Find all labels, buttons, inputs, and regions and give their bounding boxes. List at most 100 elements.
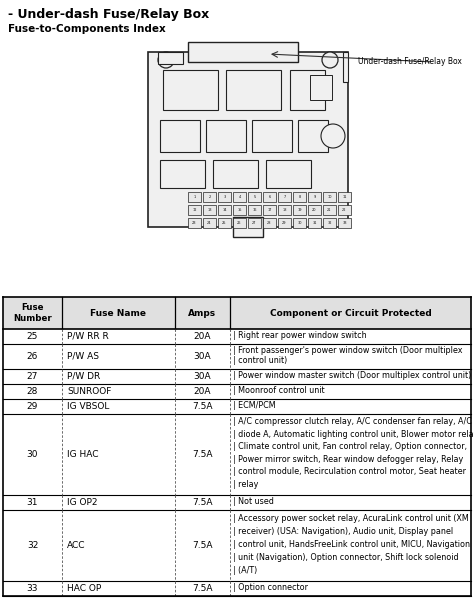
Bar [163, 70, 218, 110]
Text: | Power window master switch (Door multiplex control unit): | Power window master switch (Door multi… [233, 371, 471, 380]
Bar [203, 205, 216, 215]
Text: Component or Circuit Protected: Component or Circuit Protected [270, 309, 431, 318]
Bar [213, 160, 258, 188]
Text: Fuse
Number: Fuse Number [13, 303, 52, 323]
Text: 30: 30 [297, 221, 302, 225]
Bar [203, 192, 216, 202]
Text: IG VBSOL: IG VBSOL [67, 402, 109, 411]
Bar [263, 205, 276, 215]
Text: 7.5A: 7.5A [192, 541, 213, 550]
Text: | Accessory power socket relay, AcuraLink control unit (XM: | Accessory power socket relay, AcuraLin… [233, 514, 469, 523]
Bar [148, 52, 348, 227]
Text: 11: 11 [342, 195, 347, 199]
Bar [293, 218, 306, 228]
Text: P/W AS: P/W AS [67, 352, 99, 361]
Text: P/W DR: P/W DR [67, 372, 100, 381]
Text: 21: 21 [327, 208, 332, 212]
Text: 2: 2 [209, 195, 210, 199]
Bar [3, 297, 471, 329]
Text: | control unit, HandsFreeLink control unit, MICU, Navigation: | control unit, HandsFreeLink control un… [233, 540, 470, 549]
Bar [248, 205, 261, 215]
Text: 6: 6 [268, 195, 271, 199]
Bar [290, 70, 325, 110]
Text: Amps: Amps [189, 309, 217, 318]
Text: | receiver) (USA: Navigation), Audio unit, Display panel: | receiver) (USA: Navigation), Audio uni… [233, 527, 453, 536]
Text: 14: 14 [222, 208, 227, 212]
Text: 12: 12 [192, 208, 197, 212]
Text: - Under-dash Fuse/Relay Box: - Under-dash Fuse/Relay Box [8, 8, 209, 21]
Bar [203, 218, 216, 228]
Text: 27: 27 [252, 221, 257, 225]
Bar [188, 192, 201, 202]
Text: | (A/T): | (A/T) [233, 566, 257, 575]
Text: 7: 7 [283, 195, 286, 199]
Text: Fuse Name: Fuse Name [91, 309, 146, 318]
Text: 31: 31 [312, 221, 317, 225]
Text: 32: 32 [327, 221, 332, 225]
Bar [323, 218, 336, 228]
Text: 30A: 30A [194, 372, 211, 381]
Bar [160, 160, 205, 188]
Text: | control module, Recirculation control motor, Seat heater: | control module, Recirculation control … [233, 468, 466, 477]
Bar [298, 120, 328, 152]
Bar [248, 192, 261, 202]
Text: 7.5A: 7.5A [192, 402, 213, 411]
Text: 17: 17 [267, 208, 272, 212]
Text: | Climate control unit, Fan control relay, Option connector,: | Climate control unit, Fan control rela… [233, 443, 467, 451]
Text: 8: 8 [298, 195, 301, 199]
Text: 24: 24 [207, 221, 212, 225]
Text: 25: 25 [222, 221, 227, 225]
Bar [308, 192, 321, 202]
Text: 30: 30 [27, 450, 38, 459]
Bar [338, 218, 351, 228]
Bar [206, 120, 246, 152]
Circle shape [322, 52, 338, 68]
Text: 28: 28 [267, 221, 272, 225]
Text: IG OP2: IG OP2 [67, 498, 98, 507]
Text: 20A: 20A [194, 387, 211, 396]
Bar [233, 205, 246, 215]
Text: | Power mirror switch, Rear window defogger relay, Relay: | Power mirror switch, Rear window defog… [233, 455, 463, 464]
Text: 32: 32 [27, 541, 38, 550]
Bar [158, 52, 183, 64]
Bar [263, 218, 276, 228]
Bar [188, 42, 298, 62]
Bar [233, 217, 263, 237]
Text: 31: 31 [27, 498, 38, 507]
Text: 3: 3 [223, 195, 226, 199]
Text: | A/C compressor clutch relay, A/C condenser fan relay, A/C: | A/C compressor clutch relay, A/C conde… [233, 417, 472, 426]
Text: 33: 33 [342, 221, 347, 225]
Text: 30A: 30A [194, 352, 211, 361]
Bar [233, 192, 246, 202]
Text: | unit (Navigation), Option connector, Shift lock solenoid: | unit (Navigation), Option connector, S… [233, 553, 459, 562]
Bar [310, 75, 332, 100]
Bar [233, 218, 246, 228]
Bar [218, 218, 231, 228]
Text: 7.5A: 7.5A [192, 450, 213, 459]
Text: | Option connector: | Option connector [233, 583, 308, 592]
Bar [293, 205, 306, 215]
Text: 28: 28 [27, 387, 38, 396]
Text: 13: 13 [207, 208, 212, 212]
Text: 10: 10 [327, 195, 332, 199]
Circle shape [321, 124, 345, 148]
Text: P/W RR R: P/W RR R [67, 332, 109, 341]
Bar [343, 52, 348, 82]
Circle shape [158, 52, 174, 68]
Bar [263, 192, 276, 202]
Text: 20: 20 [312, 208, 317, 212]
Text: | Moonroof control unit: | Moonroof control unit [233, 386, 325, 395]
Text: 7.5A: 7.5A [192, 584, 213, 593]
Text: 19: 19 [297, 208, 302, 212]
Text: | ECM/PCM: | ECM/PCM [233, 401, 275, 410]
Text: 15: 15 [237, 208, 242, 212]
Text: 22: 22 [342, 208, 347, 212]
Text: 20A: 20A [194, 332, 211, 341]
Text: | Not used: | Not used [233, 497, 274, 506]
Text: IG HAC: IG HAC [67, 450, 99, 459]
Text: Fuse-to-Components Index: Fuse-to-Components Index [8, 24, 166, 34]
Text: 1: 1 [193, 195, 196, 199]
Bar [308, 218, 321, 228]
Text: 5: 5 [254, 195, 255, 199]
Bar [338, 192, 351, 202]
